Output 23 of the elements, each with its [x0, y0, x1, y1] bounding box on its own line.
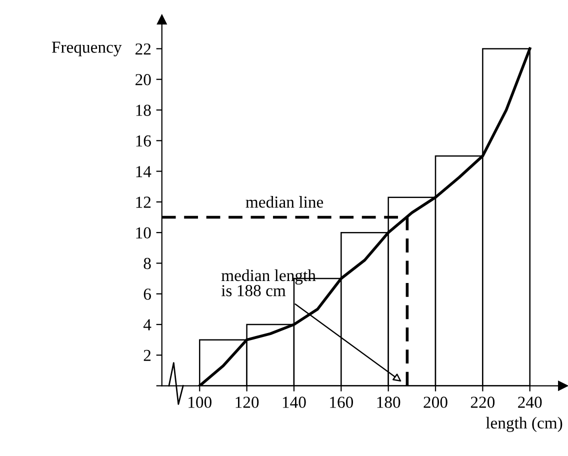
y-tick-label: 20	[136, 74, 151, 86]
y-tick-label: 8	[144, 258, 151, 270]
x-tick-label: 140	[282, 396, 306, 408]
y-tick-label: 14	[136, 166, 152, 178]
y-tick-label: 16	[136, 135, 151, 147]
y-tick-label: 6	[144, 288, 151, 300]
x-tick-label: 100	[188, 396, 212, 408]
y-tick-label: 22	[136, 43, 151, 54]
y-tick-label: 10	[136, 227, 151, 239]
y-tick-label: 12	[136, 196, 151, 208]
x-tick-label: 180	[377, 396, 400, 408]
x-tick-label: 240	[518, 396, 542, 408]
annotation: median length is 188 cm	[221, 269, 316, 296]
ref-line-label: median line	[246, 196, 324, 208]
x-tick-label: 220	[470, 396, 495, 408]
x-tick-label: 160	[330, 396, 354, 408]
y-tick-label: 18	[136, 104, 151, 116]
x-axis-title: length (cm)	[486, 416, 562, 432]
y-axis-title: Frequency	[52, 42, 122, 56]
x-tick-label: 200	[424, 396, 448, 408]
x-tick-label: 120	[236, 396, 259, 408]
y-tick-label: 2	[144, 350, 151, 361]
y-tick-label: 4	[143, 319, 152, 330]
